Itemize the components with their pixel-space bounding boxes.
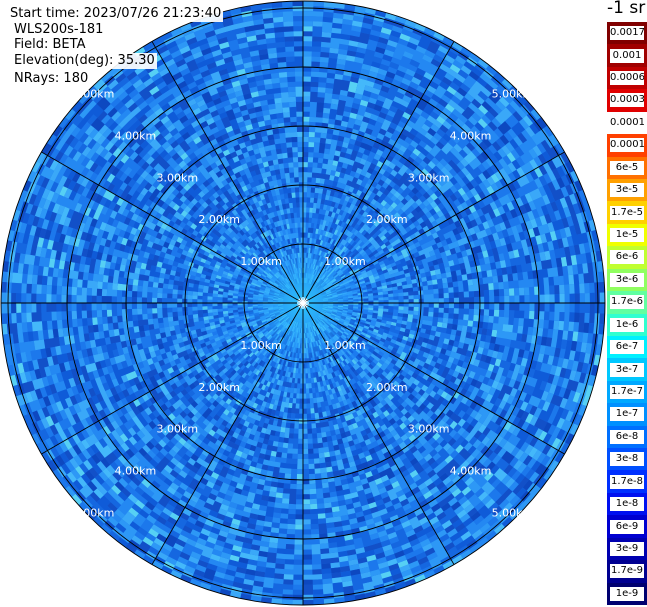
colorbar-swatch: 1.7e-8	[607, 470, 647, 494]
colorbar-swatch: 1.7e-7	[607, 380, 647, 404]
colorbar-tick-label: 6e-7	[610, 340, 644, 355]
colorbar-swatch: 1.7e-6	[607, 291, 647, 314]
azimuth-spoke	[302, 302, 455, 565]
range-ring-label: 5.00km	[492, 88, 534, 101]
colorbar-tick-label: 0.0003	[610, 93, 644, 108]
colorbar-swatch: 0.0003	[607, 89, 647, 113]
range-ring-label: 2.00km	[198, 213, 240, 226]
colorbar-swatch: 0.0006	[607, 66, 647, 90]
colorbar-swatch: 3e-6	[607, 268, 647, 292]
colorbar-tick-label: 1.7e-5	[610, 205, 644, 220]
azimuth-spoke	[151, 41, 304, 304]
azimuth-spoke	[151, 302, 304, 565]
start-time-label: Start time: 2023/07/26 21:23:40	[8, 6, 224, 22]
range-ring-label: 2.00km	[366, 213, 408, 226]
range-ring-label: 4.00km	[450, 129, 492, 142]
range-ring-label: 1.00km	[324, 339, 366, 352]
colorbar-tick-label: 1e-9	[610, 586, 644, 601]
range-bin-group	[1, 1, 604, 605]
colorbar-swatch: 1e-6	[607, 313, 647, 337]
colorbar-tick-label: 6e-8	[610, 429, 644, 444]
range-ring-label: 3.00km	[408, 423, 450, 436]
range-ring-label: 1.00km	[240, 255, 282, 268]
colorbar-swatch: 0.0017	[607, 22, 647, 45]
colorbar-tick-label: 6e-6	[610, 250, 644, 265]
colorbar-tick-label: 0.0006	[610, 71, 644, 86]
colorbar-swatch: 6e-9	[607, 515, 647, 539]
colorbar-tick-label: 1.7e-6	[610, 295, 644, 310]
colorbar-swatch: 3e-9	[607, 537, 647, 561]
colorbar-swatch: 1.7e-5	[607, 201, 647, 225]
range-ring-label: 3.00km	[157, 171, 199, 184]
range-ring-label: 3.00km	[408, 171, 450, 184]
nrays-label: NRays: 180	[12, 71, 91, 87]
colorbar-swatch: 1e-5	[607, 223, 647, 247]
center-marker	[302, 300, 309, 304]
instrument-label: WLS200s-181	[12, 22, 106, 38]
range-ring-label: 5.00km	[73, 88, 115, 101]
colorbar-swatch: 3e-8	[607, 448, 647, 471]
colorbar-tick-label: 0.00017	[610, 115, 644, 130]
elevation-label: Elevation(deg): 35.30	[12, 53, 157, 69]
colorbar-swatch: 0.0001	[607, 134, 647, 158]
range-ring-label: 5.00km	[73, 506, 115, 519]
azimuth-spoke	[41, 302, 304, 455]
colorbar-tick-label: 1e-7	[610, 407, 644, 422]
range-ring-label: 4.00km	[450, 465, 492, 478]
colorbar-swatch: 1e-8	[607, 492, 647, 516]
azimuth-spoke	[302, 302, 565, 455]
colorbar-swatch: 1e-9	[607, 582, 647, 606]
field-label: Field: BETA	[12, 37, 88, 53]
colorbar-tick-label: 3e-9	[610, 541, 644, 556]
colorbar: 0.0017 0.001 0.0006 0.0003 0.00017 0.0001 6e-5…	[607, 22, 647, 606]
range-ring-label: 4.00km	[115, 465, 157, 478]
colorbar-tick-label: 6e-9	[610, 519, 644, 534]
colorbar-tick-label: 0.001	[610, 48, 644, 63]
azimuth-spoke	[302, 41, 455, 304]
colorbar-swatch: 6e-5	[607, 156, 647, 180]
backscatter-disc	[1, 1, 605, 605]
azimuth-spoke	[302, 151, 565, 304]
colorbar-swatch: 3e-5	[607, 178, 647, 202]
colorbar-tick-label: 1e-5	[610, 228, 644, 242]
range-bin-group	[1, 5, 605, 605]
colorbar-swatch: 0.001	[607, 44, 647, 68]
colorbar-tick-label: 3e-6	[610, 272, 644, 287]
colorbar-tick-label: 1e-6	[610, 317, 644, 332]
range-ring-label: 5.00km	[492, 506, 534, 519]
range-ring-label: 3.00km	[157, 423, 199, 436]
colorbar-swatch: 6e-7	[607, 335, 647, 359]
colorbar-unit-title: -1 sr	[607, 0, 646, 18]
range-ring-label: 4.00km	[115, 129, 157, 142]
colorbar-swatch: 1.7e-9	[607, 560, 647, 584]
range-grid	[0, 0, 606, 606]
colorbar-tick-label: 1.7e-7	[610, 384, 644, 399]
colorbar-swatch: 3e-7	[607, 358, 647, 382]
range-bin-group	[2, 1, 605, 604]
colorbar-swatch: 0.00017	[607, 111, 647, 135]
azimuth-spoke	[41, 151, 304, 304]
range-ring-label: 2.00km	[366, 381, 408, 394]
colorbar-tick-label: 0.0001	[610, 138, 644, 153]
colorbar-tick-label: 1.7e-9	[610, 564, 644, 579]
colorbar-tick-label: 3e-8	[610, 452, 644, 467]
range-ring-labels: 1.00km 1.00km 1.00km 1.00km 2.00km 2.00km 2.00…	[73, 88, 533, 520]
colorbar-tick-label: 1e-8	[610, 497, 644, 512]
range-bin-group	[14, 1, 605, 603]
colorbar-tick-label: 3e-5	[610, 183, 644, 198]
colorbar-tick-label: 0.0017	[610, 26, 644, 41]
colorbar-tick-label: 1.7e-8	[610, 474, 644, 489]
colorbar-tick-label: 6e-5	[610, 160, 644, 175]
colorbar-swatch: 1e-7	[607, 403, 647, 427]
range-bin-group	[1, 1, 603, 603]
colorbar-swatch: 6e-8	[607, 425, 647, 449]
range-ring-label: 1.00km	[324, 255, 366, 268]
range-ring-label: 1.00km	[240, 339, 282, 352]
colorbar-tick-label: 3e-7	[610, 362, 644, 377]
colorbar-swatch: 6e-6	[607, 246, 647, 270]
range-ring-label: 2.00km	[198, 381, 240, 394]
